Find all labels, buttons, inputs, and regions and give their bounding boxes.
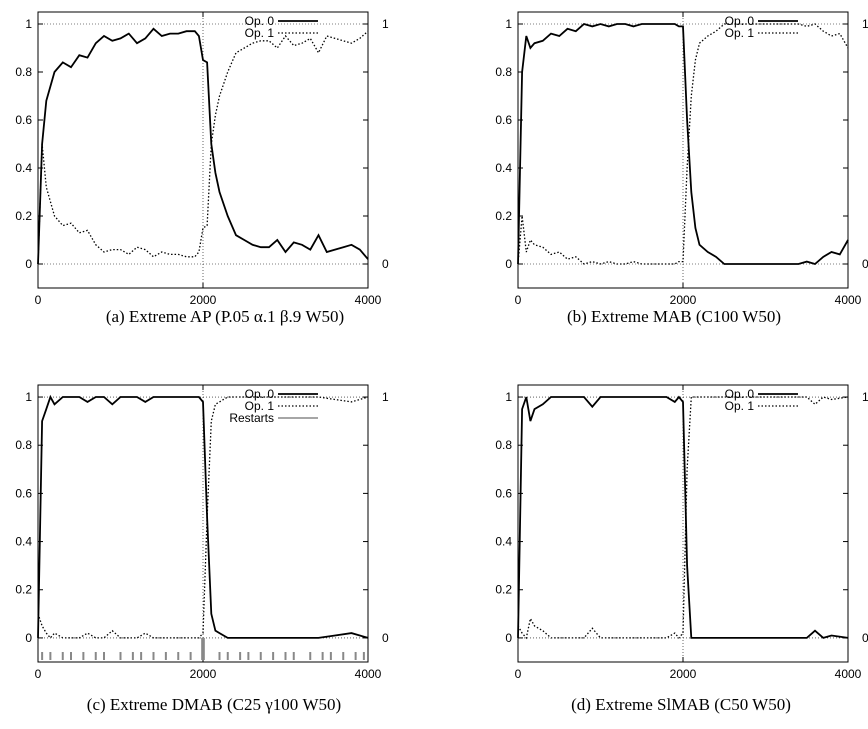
chart-panel-3: 0 0.2 0.4 0.6 0.8 1 0 1 0 2000 4000 Op. 0Op. 1Resta… [15, 384, 389, 714]
series-line [37, 394, 369, 639]
x-tick-label: 0 [35, 293, 42, 307]
x-tick-label: 4000 [355, 667, 382, 681]
y2-tick-label: 0 [862, 631, 868, 645]
x-tick-label: 2000 [670, 293, 697, 307]
legend-label: Op. 0 [245, 387, 275, 401]
y2-tick-label: 1 [382, 17, 389, 31]
y-tick-label: 0 [25, 257, 32, 271]
x-tick-label: 0 [515, 293, 522, 307]
panel-caption: (b) Extreme MAB (C100 W50) [567, 307, 781, 326]
y-tick-label: 0.6 [495, 486, 512, 500]
y2-tick-label: 1 [862, 17, 868, 31]
x-tick-label: 2000 [670, 667, 697, 681]
y-tick-label: 0.8 [495, 65, 512, 79]
y-tick-label: 0 [25, 631, 32, 645]
panel-caption: (c) Extreme DMAB (C25 γ100 W50) [87, 695, 341, 714]
x-tick-label: 4000 [355, 293, 382, 307]
panel-caption: (a) Extreme AP (P.05 α.1 β.9 W50) [106, 307, 344, 326]
y-tick-label: 0.2 [495, 583, 512, 597]
x-tick-label: 2000 [190, 293, 217, 307]
y-tick-label: 1 [25, 17, 32, 31]
y-tick-label: 0.2 [15, 209, 32, 223]
y-tick-label: 1 [505, 390, 512, 404]
y-tick-label: 1 [505, 17, 512, 31]
y-tick-label: 0.4 [15, 161, 32, 175]
y2-tick-label: 0 [862, 257, 868, 271]
series-line [37, 396, 369, 639]
series-line [37, 27, 369, 265]
y2-tick-label: 0 [382, 631, 389, 645]
y-tick-label: 0.2 [495, 209, 512, 223]
series-line [517, 395, 849, 639]
y-tick-label: 0.4 [495, 161, 512, 175]
x-tick-label: 4000 [835, 667, 862, 681]
y-tick-label: 0.2 [15, 583, 32, 597]
y-tick-label: 0.6 [495, 113, 512, 127]
y-tick-label: 0.8 [495, 438, 512, 452]
x-tick-label: 0 [35, 667, 42, 681]
x-tick-label: 0 [515, 667, 522, 681]
y2-tick-label: 0 [382, 257, 389, 271]
y-tick-label: 0.6 [15, 486, 32, 500]
y-tick-label: 0.4 [15, 535, 32, 549]
legend-label: Op. 1 [245, 399, 275, 413]
y-tick-label: 0 [505, 257, 512, 271]
series-line [517, 22, 849, 266]
legend-label: Op. 1 [725, 399, 755, 413]
x-tick-label: 2000 [190, 667, 217, 681]
y-tick-label: 0.4 [495, 535, 512, 549]
y2-tick-label: 1 [862, 390, 868, 404]
panel-caption: (d) Extreme SlMAB (C50 W50) [571, 695, 791, 714]
y-tick-label: 0.8 [15, 65, 32, 79]
y2-tick-label: 1 [382, 390, 389, 404]
y-tick-label: 0 [505, 631, 512, 645]
legend-label: Op. 1 [725, 26, 755, 40]
y-tick-label: 0.6 [15, 113, 32, 127]
series-line [517, 396, 849, 640]
legend-label: Restarts [229, 411, 274, 425]
x-tick-label: 4000 [835, 293, 862, 307]
legend-label: Op. 1 [245, 26, 275, 40]
series-line [517, 23, 849, 265]
y-tick-label: 1 [25, 390, 32, 404]
y-tick-label: 0.8 [15, 438, 32, 452]
chart-panel-1: 0 0.2 0.4 0.6 0.8 1 0 1 0 2000 4000 Op. 0Op. 1 (a) E… [15, 11, 389, 326]
legend-label: Op. 0 [245, 14, 275, 28]
